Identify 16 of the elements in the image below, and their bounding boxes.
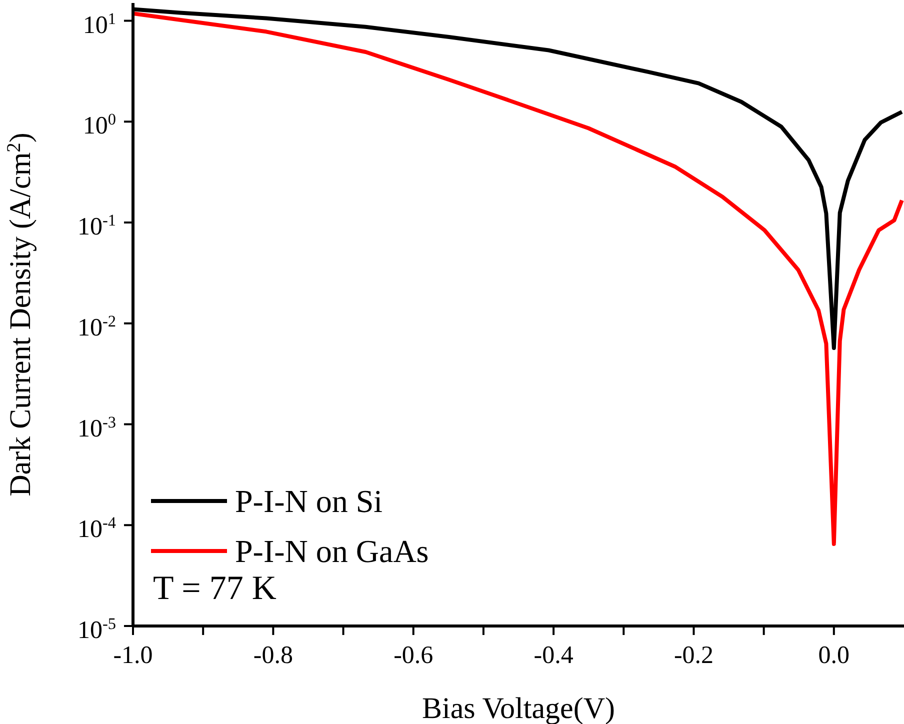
x-tick-label: -0.8 (253, 642, 293, 669)
x-tick-label: -0.6 (394, 642, 434, 669)
legend-label: P-I-N on Si (235, 482, 383, 520)
annotation: T = 77 K (153, 570, 276, 608)
y-tick-label: 10$^{-5}$ (77, 615, 116, 644)
y-tick-label: 10$^{-3}$ (77, 413, 116, 442)
y-tick-label: 10$^{-4}$ (77, 514, 116, 544)
x-tick-label: -1.0 (113, 642, 153, 669)
y-tick-label: 10$^{-1}$ (77, 212, 116, 241)
legend-label: P-I-N on GaAs (235, 532, 429, 570)
y-tick-label: 10$^{-2}$ (77, 312, 116, 342)
x-tick-label: 0.0 (818, 642, 850, 669)
x-tick-label: -0.2 (674, 642, 714, 669)
y-tick-label: 10$^{1}$ (82, 10, 116, 39)
x-tick-label: -0.4 (534, 642, 574, 669)
y-tick-label: 10$^{0}$ (82, 110, 116, 140)
